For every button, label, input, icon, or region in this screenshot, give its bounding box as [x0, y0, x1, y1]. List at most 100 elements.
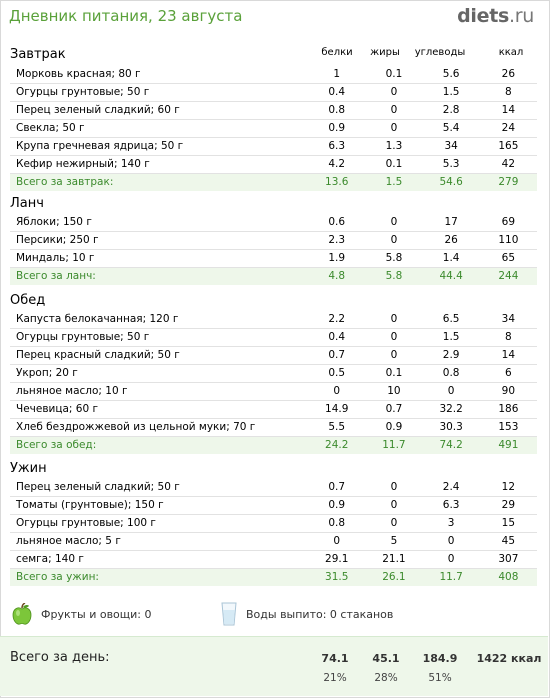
food-name: Томаты (грунтовые); 150 г — [10, 496, 309, 515]
day-protein-percent: 21% — [323, 672, 347, 684]
fat-value: 0 — [365, 119, 423, 138]
total-protein: 4.8 — [308, 267, 366, 285]
total-protein: 31.5 — [308, 568, 366, 586]
meal-table-lunch: Яблоки; 150 г 0.6 0 17 69 Персики; 250 г 2.3 0… — [10, 213, 537, 285]
logo-tld: .ru — [509, 5, 534, 27]
total-carbs: 74.2 — [422, 436, 480, 454]
kcal-value: 24 — [479, 119, 537, 138]
kcal-value: 26 — [479, 65, 537, 84]
protein-value: 4.2 — [308, 155, 366, 174]
protein-value: 2.2 — [308, 310, 366, 329]
col-protein: белки — [321, 47, 353, 58]
fruits-veg-counter: Фрукты и овощи: 0 — [41, 608, 152, 621]
day-total-box — [0, 636, 548, 696]
total-fat: 5.8 — [365, 267, 423, 285]
kcal-value: 8 — [479, 328, 537, 347]
food-name: Морковь красная; 80 г — [10, 65, 309, 84]
table-row: Огурцы грунтовые; 50 г 0.4 0 1.5 8 — [10, 83, 537, 102]
fat-value: 0.1 — [365, 65, 423, 84]
fat-value: 0 — [365, 478, 423, 497]
total-label: Всего за ланч: — [10, 267, 309, 285]
day-total-kcal: 1422 ккал — [476, 652, 542, 665]
kcal-value: 29 — [479, 496, 537, 515]
protein-value: 0.9 — [308, 496, 366, 515]
food-name: Перец красный сладкий; 50 г — [10, 346, 309, 365]
table-row: Огурцы грунтовые; 50 г 0.4 0 1.5 8 — [10, 328, 537, 347]
carbs-value: 26 — [422, 231, 480, 250]
site-logo[interactable]: diets.ru — [457, 5, 534, 27]
food-name: льняное масло; 10 г — [10, 382, 309, 401]
kcal-value: 12 — [479, 478, 537, 497]
kcal-value: 165 — [479, 137, 537, 156]
fat-value: 10 — [365, 382, 423, 401]
kcal-value: 65 — [479, 249, 537, 268]
food-name: Капуста белокачанная; 120 г — [10, 310, 309, 329]
total-fat: 26.1 — [365, 568, 423, 586]
total-carbs: 44.4 — [422, 267, 480, 285]
carbs-value: 5.6 — [422, 65, 480, 84]
total-label: Всего за завтрак: — [10, 173, 309, 191]
table-row: Перец зеленый сладкий; 60 г 0.8 0 2.8 14 — [10, 101, 537, 120]
carbs-value: 32.2 — [422, 400, 480, 419]
food-name: Яблоки; 150 г — [10, 213, 309, 232]
fat-value: 0 — [365, 514, 423, 533]
carbs-value: 1.5 — [422, 83, 480, 102]
day-total-fat: 45.1 — [372, 652, 400, 665]
fat-value: 0 — [365, 213, 423, 232]
total-carbs: 11.7 — [422, 568, 480, 586]
kcal-value: 6 — [479, 364, 537, 383]
protein-value: 0.7 — [308, 478, 366, 497]
protein-value: 1.9 — [308, 249, 366, 268]
protein-value: 0.8 — [308, 514, 366, 533]
fat-value: 0 — [365, 231, 423, 250]
col-carbs: углеводы — [414, 47, 466, 58]
food-name: Перец зеленый сладкий; 50 г — [10, 478, 309, 497]
kcal-value: 42 — [479, 155, 537, 174]
day-fat-percent: 28% — [374, 672, 398, 684]
table-row: Чечевица; 60 г 14.9 0.7 32.2 186 — [10, 400, 537, 419]
col-kcal: ккал — [498, 47, 524, 58]
col-fat: жиры — [370, 47, 400, 58]
fat-value: 0 — [365, 346, 423, 365]
day-total-protein: 74.1 — [321, 652, 349, 665]
kcal-value: 69 — [479, 213, 537, 232]
carbs-value: 6.3 — [422, 496, 480, 515]
apple-icon — [12, 602, 32, 625]
protein-value: 0 — [308, 382, 366, 401]
table-row: Морковь красная; 80 г 1 0.1 5.6 26 — [10, 65, 537, 84]
column-headers: белки жиры углеводы ккал — [0, 47, 548, 61]
protein-value: 0.9 — [308, 119, 366, 138]
food-name: Крупа гречневая ядрица; 50 г — [10, 137, 309, 156]
food-name: Персики; 250 г — [10, 231, 309, 250]
total-carbs: 54.6 — [422, 173, 480, 191]
protein-value: 0.4 — [308, 83, 366, 102]
carbs-value: 1.4 — [422, 249, 480, 268]
food-name: семга; 140 г — [10, 550, 309, 569]
total-kcal: 244 — [479, 267, 537, 285]
table-row: Перец красный сладкий; 50 г 0.7 0 2.9 14 — [10, 346, 537, 365]
table-row: Свекла; 50 г 0.9 0 5.4 24 — [10, 119, 537, 138]
kcal-value: 186 — [479, 400, 537, 419]
meal-total-row: Всего за обед: 24.2 11.7 74.2 491 — [10, 436, 537, 454]
kcal-value: 14 — [479, 101, 537, 120]
protein-value: 0.6 — [308, 213, 366, 232]
protein-value: 0.7 — [308, 346, 366, 365]
meal-title-lunch: Ланч — [10, 196, 44, 211]
table-row: льняное масло; 5 г 0 5 0 45 — [10, 532, 537, 551]
table-row: Огурцы грунтовые; 100 г 0.8 0 3 15 — [10, 514, 537, 533]
kcal-value: 14 — [479, 346, 537, 365]
day-carbs-percent: 51% — [428, 672, 452, 684]
kcal-value: 90 — [479, 382, 537, 401]
protein-value: 5.5 — [308, 418, 366, 437]
protein-value: 14.9 — [308, 400, 366, 419]
carbs-value: 5.3 — [422, 155, 480, 174]
meal-total-row: Всего за завтрак: 13.6 1.5 54.6 279 — [10, 173, 537, 191]
fat-value: 0 — [365, 310, 423, 329]
protein-value: 1 — [308, 65, 366, 84]
carbs-value: 34 — [422, 137, 480, 156]
meal-table-dinner: Капуста белокачанная; 120 г 2.2 0 6.5 34 Огу… — [10, 310, 537, 454]
food-name: Огурцы грунтовые; 50 г — [10, 83, 309, 102]
total-label: Всего за ужин: — [10, 568, 309, 586]
food-name: Огурцы грунтовые; 50 г — [10, 328, 309, 347]
meal-total-row: Всего за ланч: 4.8 5.8 44.4 244 — [10, 267, 537, 285]
